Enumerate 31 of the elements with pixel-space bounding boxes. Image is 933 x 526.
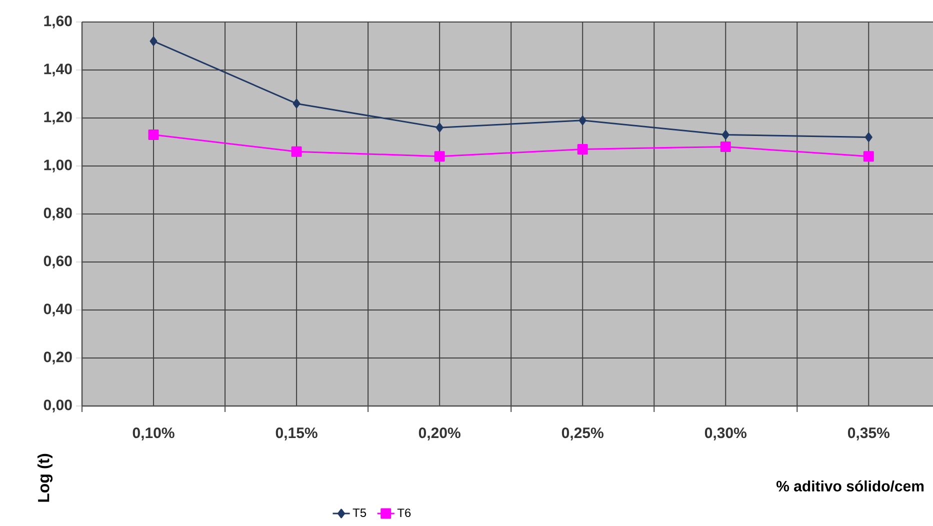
x-axis-title: % aditivo sólido/cem <box>776 480 924 492</box>
x-tick-label: 0,30% <box>704 428 746 440</box>
x-tick-label: 0,35% <box>848 428 890 440</box>
y-tick-label: 1,00 <box>44 160 72 172</box>
x-tick-label: 0,20% <box>418 428 460 440</box>
x-tick-label: 0,25% <box>562 428 604 440</box>
point <box>291 146 302 157</box>
point <box>150 36 158 46</box>
y-tick-label: 1,40 <box>44 64 72 76</box>
point <box>864 132 872 142</box>
point <box>436 122 444 132</box>
point <box>292 98 300 108</box>
y-tick-label: 0,60 <box>44 256 72 268</box>
y-tick-label: 0,20 <box>44 352 72 364</box>
legend-label: T6 <box>397 508 411 518</box>
y-tick-label: 0,00 <box>44 400 72 412</box>
y-tick-label: 0,40 <box>44 304 72 316</box>
y-tick-label: 0,80 <box>44 208 72 220</box>
y-axis-title: Log (t) <box>38 454 52 502</box>
x-tick-label: 0,10% <box>132 428 174 440</box>
point <box>720 142 731 152</box>
x-tick-label: 0,15% <box>276 428 318 440</box>
point <box>148 130 159 140</box>
point <box>863 151 874 162</box>
y-tick-label: 1,60 <box>44 16 72 28</box>
y-tick-label: 1,20 <box>44 112 72 124</box>
point <box>577 144 588 154</box>
point <box>578 116 586 126</box>
point <box>722 130 730 140</box>
legend-label: T5 <box>352 508 366 517</box>
point <box>434 151 445 162</box>
